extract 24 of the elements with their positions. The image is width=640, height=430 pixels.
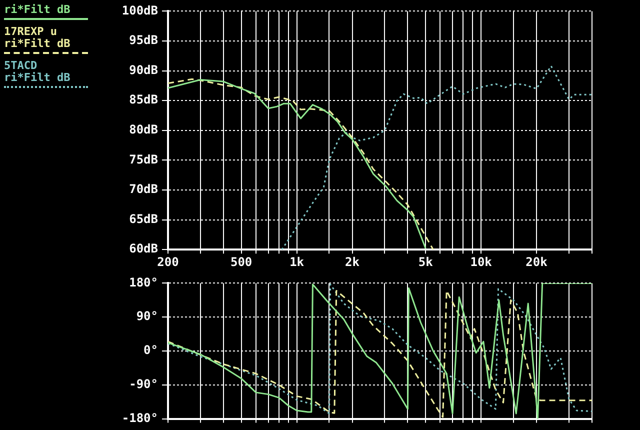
y-tick-label: 85dB	[129, 92, 158, 107]
y-tick-label: 100dB	[122, 3, 158, 18]
x-tick-label: 10k	[470, 254, 493, 269]
y-tick-label: 70dB	[129, 182, 158, 196]
y-tick-label: -90°	[129, 377, 158, 392]
x-tick-label: 200	[157, 254, 179, 269]
x-tick-label: 2k	[345, 254, 360, 269]
text: 5TACD ri*Filt dB	[4, 59, 72, 84]
text: 17REXP u ri*Filt dB	[4, 25, 72, 50]
x-tick-label: 5k	[418, 254, 434, 269]
y-tick-label: 60dB	[129, 242, 158, 256]
y-tick-label: 0°	[144, 343, 158, 358]
x-tick-label: 1k	[290, 254, 305, 269]
y-tick-label: 90dB	[129, 62, 158, 77]
y-tick-label: 65dB	[129, 212, 158, 226]
y-tick-label: 180°	[129, 275, 158, 290]
y-tick-label: 95dB	[129, 33, 158, 48]
text: ri*Filt dB	[4, 3, 72, 16]
x-tick-label: 20k	[526, 254, 548, 269]
x-tick-label: 500	[230, 254, 252, 269]
y-tick-label: -180°	[122, 410, 158, 425]
y-tick-label: 80dB	[129, 122, 158, 137]
y-tick-label: 75dB	[129, 152, 158, 166]
y-tick-label: 90°	[136, 309, 158, 324]
